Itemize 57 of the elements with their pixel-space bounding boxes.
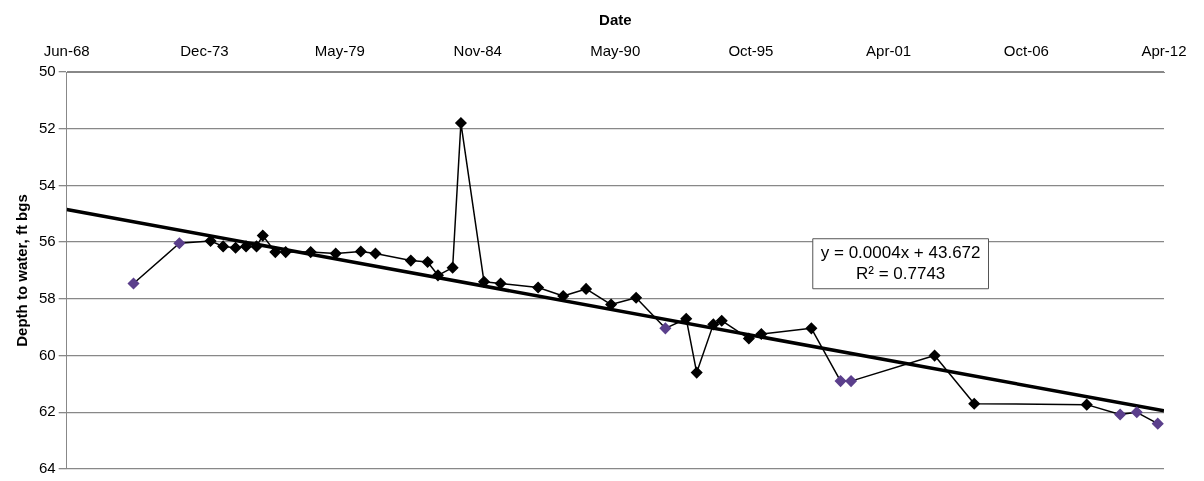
y-axis-title: Depth to water, ft bgs xyxy=(13,194,31,347)
point xyxy=(240,240,252,253)
y-tick-label: 64 xyxy=(39,459,56,477)
point xyxy=(1131,406,1143,419)
point xyxy=(250,240,263,253)
point xyxy=(1081,398,1093,411)
point xyxy=(755,328,768,340)
point xyxy=(1114,408,1126,421)
point xyxy=(968,398,980,410)
point xyxy=(405,254,417,267)
x-tick-label: May-79 xyxy=(314,42,365,60)
y-tick-label: 62 xyxy=(39,402,56,420)
point xyxy=(845,375,857,387)
y-tick-label: 52 xyxy=(39,118,56,136)
point xyxy=(369,247,382,260)
x-axis-title: Date xyxy=(599,11,632,29)
y-tick-label: 56 xyxy=(39,232,56,250)
point xyxy=(707,318,720,331)
point xyxy=(680,312,692,325)
point xyxy=(173,237,186,250)
point xyxy=(446,261,459,274)
point xyxy=(355,245,367,258)
point xyxy=(659,322,672,335)
x-tick-label: Dec-73 xyxy=(180,42,229,60)
point xyxy=(478,276,490,288)
point xyxy=(715,314,728,327)
x-tick-label: Apr-12 xyxy=(1141,42,1187,60)
point xyxy=(532,281,544,294)
point xyxy=(928,349,941,362)
point xyxy=(455,117,467,129)
point xyxy=(229,242,242,254)
y-tick-label: 50 xyxy=(39,62,56,80)
y-tick-label: 60 xyxy=(39,345,56,363)
point xyxy=(421,256,434,268)
point xyxy=(834,375,847,387)
point xyxy=(127,277,140,290)
y-tick-label: 54 xyxy=(39,175,56,193)
y-tick-label: 58 xyxy=(39,289,56,306)
point xyxy=(743,332,755,345)
x-tick-label: May-90 xyxy=(590,42,641,60)
point xyxy=(805,322,818,335)
point xyxy=(257,229,269,242)
annotation: y = 0.0004x + 43.672 xyxy=(820,242,981,262)
annotation: R² = 0.7743 xyxy=(855,263,946,283)
point xyxy=(630,291,642,304)
x-tick-label: Apr-01 xyxy=(866,42,912,60)
point xyxy=(580,283,592,295)
x-tick-label: Oct-95 xyxy=(728,42,774,60)
x-tick-label: Nov-84 xyxy=(453,42,502,60)
x-tick-label: Oct-06 xyxy=(1003,42,1049,60)
x-tick-label: Jun-68 xyxy=(43,42,90,60)
point xyxy=(217,240,229,253)
point xyxy=(304,246,317,258)
point xyxy=(432,269,444,282)
point xyxy=(690,366,703,379)
point xyxy=(279,246,292,258)
point xyxy=(1152,417,1164,430)
